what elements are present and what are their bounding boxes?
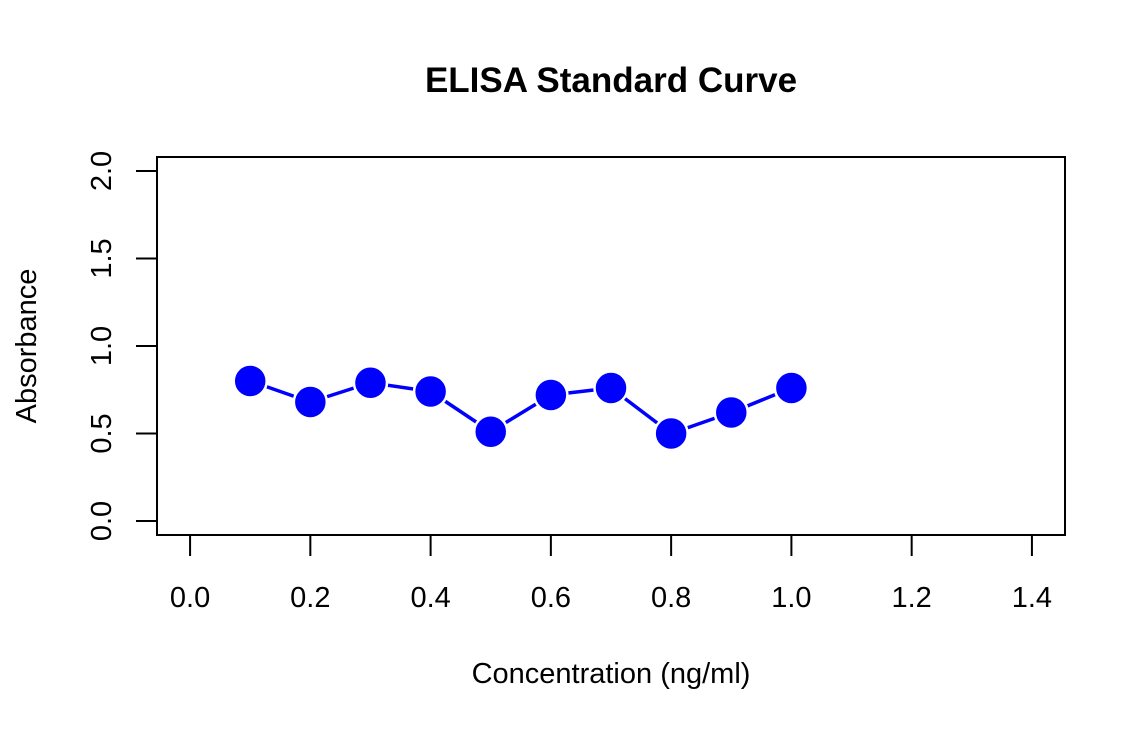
chart-title: ELISA Standard Curve — [425, 61, 797, 100]
y-tick-label: 0.5 — [86, 413, 118, 453]
y-tick-label: 2.0 — [86, 151, 118, 191]
x-tick-label: 0.6 — [531, 582, 571, 614]
x-tick-label: 0.0 — [170, 582, 210, 614]
y-axis: 0.0 0.5 1.0 1.5 2.0 — [86, 151, 158, 541]
data-point — [533, 377, 569, 413]
x-tick-label: 1.4 — [1012, 582, 1052, 614]
data-point — [593, 370, 629, 406]
data-point — [472, 414, 509, 450]
y-axis-label: Absorbance — [11, 269, 43, 424]
series-line — [249, 379, 793, 436]
x-axis-label: Concentration (ng/ml) — [472, 658, 751, 690]
data-point — [653, 415, 689, 452]
data-point — [352, 365, 389, 401]
data-point — [773, 370, 810, 406]
x-tick-label: 1.2 — [891, 582, 931, 614]
y-tick-label: 1.5 — [86, 238, 118, 278]
x-tick-label: 0.4 — [410, 582, 450, 614]
x-tick-label: 0.8 — [651, 582, 691, 614]
y-tick-label: 0.0 — [86, 501, 118, 541]
y-tick-label: 1.0 — [86, 326, 118, 366]
series-layer — [232, 363, 810, 452]
data-point — [713, 394, 750, 431]
x-tick-label: 1.0 — [771, 582, 811, 614]
x-axis: 0.0 0.2 0.4 0.6 0.8 1.0 1.2 1.4 — [170, 534, 1052, 614]
data-point — [232, 363, 268, 399]
x-tick-label: 0.2 — [290, 582, 330, 614]
plot-frame — [156, 156, 1066, 536]
data-point — [412, 373, 449, 410]
data-point — [292, 384, 329, 420]
